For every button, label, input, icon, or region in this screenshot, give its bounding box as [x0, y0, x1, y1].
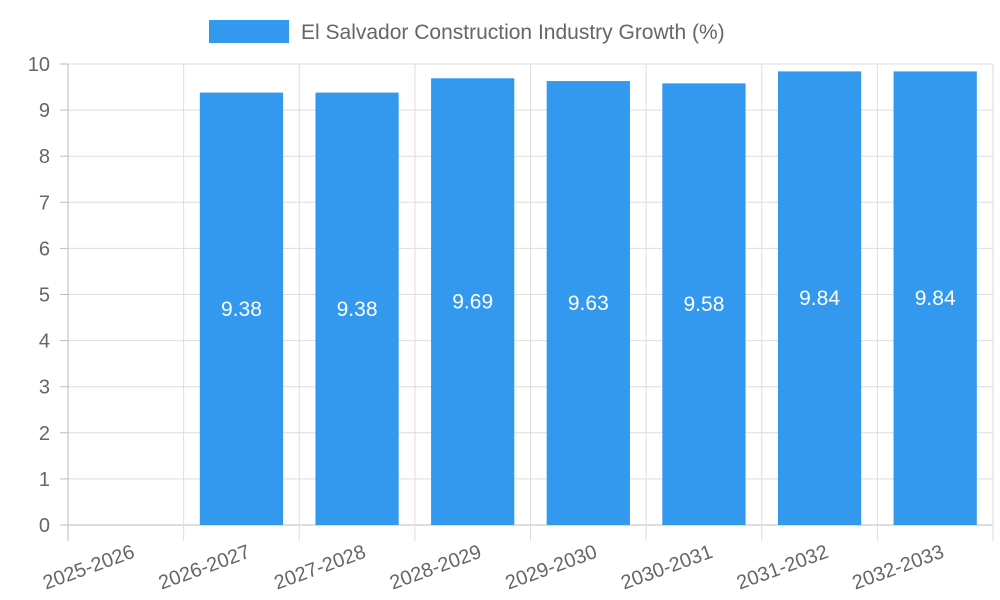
y-tick-label: 6	[39, 238, 50, 260]
bar-value-label: 9.58	[684, 293, 725, 316]
legend-label[interactable]: El Salvador Construction Industry Growth…	[301, 21, 725, 44]
bar-value-label: 9.84	[799, 287, 840, 310]
y-tick-label: 1	[39, 469, 50, 491]
x-tick-label: 2031-2032	[734, 541, 831, 594]
bar-2026-2027[interactable]	[199, 92, 284, 525]
bar-2028-2029[interactable]	[431, 78, 515, 525]
y-tick-label: 5	[39, 285, 50, 307]
x-tick-label: 2025-2026	[40, 541, 137, 594]
x-tick-label: 2028-2029	[387, 541, 484, 594]
x-tick-label: 2026-2027	[156, 541, 253, 594]
bar-value-label: 9.38	[337, 298, 378, 321]
bar-2030-2031[interactable]	[662, 83, 746, 525]
bar-value-label: 9.69	[452, 291, 493, 314]
y-tick-label: 10	[28, 54, 50, 76]
data-labels-layer: 9.38 9.38 9.69 9.63 9.58 9.84 9.84	[221, 287, 956, 321]
bar-value-label: 9.38	[221, 298, 262, 321]
y-tick-label: 8	[39, 146, 50, 168]
x-tick-label: 2032-2033	[849, 541, 946, 594]
bar-2027-2028[interactable]	[315, 92, 399, 525]
y-tick-label: 2	[39, 423, 50, 445]
y-tick-label: 9	[39, 100, 50, 122]
bar-2032-2033[interactable]	[893, 71, 977, 525]
legend-swatch[interactable]	[209, 20, 289, 43]
y-tick-label: 4	[39, 331, 50, 353]
y-tick-label: 7	[39, 192, 50, 214]
bar-2029-2030[interactable]	[546, 81, 630, 525]
bar-2031-2032[interactable]	[777, 71, 862, 525]
bars-layer	[199, 71, 977, 525]
legend[interactable]: El Salvador Construction Industry Growth…	[209, 20, 725, 44]
x-tick-label: 2027-2028	[271, 541, 368, 594]
y-tick-label: 0	[39, 515, 50, 537]
bar-value-label: 9.84	[915, 287, 956, 310]
bar-value-label: 9.63	[568, 292, 609, 315]
x-tick-label: 2029-2030	[503, 541, 600, 594]
y-tick-label: 3	[39, 377, 50, 399]
x-tick-label: 2030-2031	[618, 541, 715, 594]
